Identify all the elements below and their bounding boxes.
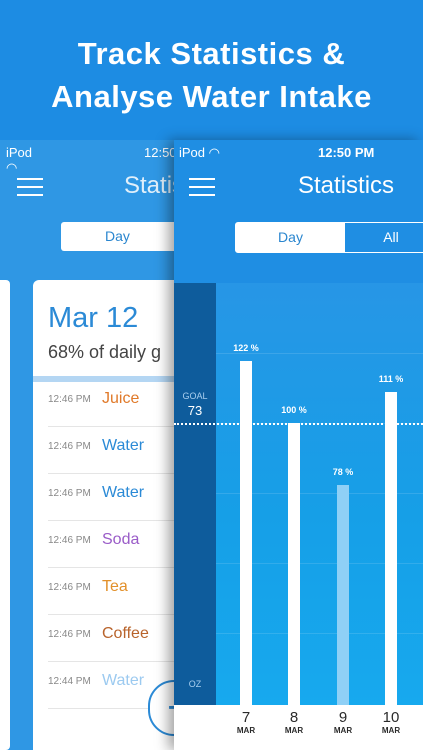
grid-line <box>216 493 423 494</box>
grid-line <box>216 353 423 354</box>
entry-time: 12:46 PM <box>48 441 91 452</box>
bar-value-label: 111 % <box>378 374 404 384</box>
menu-icon[interactable] <box>17 178 43 196</box>
carrier-label: iPod ◠ <box>6 145 33 175</box>
chart-bar[interactable] <box>288 423 300 705</box>
x-tick-label: 10 MAR <box>381 709 401 735</box>
tab-all[interactable]: All <box>383 229 399 245</box>
x-tick-label: 7 MAR <box>236 709 256 735</box>
tab-day[interactable]: Day <box>236 223 345 252</box>
entry-drink: Water <box>102 672 145 689</box>
page-title: Statistics <box>298 172 395 199</box>
goal-label: GOAL <box>182 391 208 401</box>
entry-drink: Soda <box>102 531 140 548</box>
day-card: Mar 12 68% of daily g 12:46 PM Juice 12:46… <box>33 280 190 750</box>
y-axis-panel: GOAL 73 OZ <box>174 283 216 705</box>
menu-icon[interactable] <box>189 178 215 196</box>
bar-value-label: 122 % <box>233 343 259 353</box>
previous-card <box>0 280 10 750</box>
list-item[interactable]: 12:46 PM Tea <box>48 568 190 615</box>
entry-time: 12:46 PM <box>48 535 91 546</box>
entry-time: 12:46 PM <box>48 582 91 593</box>
x-tick-label: 9 MAR <box>333 709 353 735</box>
wifi-icon: ◠ <box>208 145 220 160</box>
chart-bar[interactable] <box>385 392 397 705</box>
list-item[interactable]: 12:46 PM Juice <box>48 380 190 427</box>
x-axis: 7 MAR 8 MAR 9 MAR 10 MAR <box>174 705 423 750</box>
entry-drink: Juice <box>102 390 140 407</box>
segment-control: Day All <box>235 222 423 253</box>
list-item[interactable]: 12:46 PM Coffee <box>48 615 190 662</box>
x-tick-label: 8 MAR <box>284 709 304 735</box>
wifi-icon: ◠ <box>6 160 18 175</box>
progress-bar <box>33 376 190 382</box>
entry-time: 12:46 PM <box>48 488 91 499</box>
banner-line-2: Analyse Water Intake <box>51 79 372 114</box>
carrier-label: iPod ◠ <box>179 145 220 160</box>
front-screen: iPod ◠ 12:50 PM Statistics Day All GOAL … <box>174 140 423 750</box>
card-date: Mar 12 <box>48 302 139 334</box>
tab-day[interactable]: Day <box>105 228 130 244</box>
status-time: 12:50 PM <box>318 145 375 160</box>
back-screen: iPod ◠ 12:50 Statistics Day Mar 12 68% o… <box>0 140 190 750</box>
grid-line <box>216 563 423 564</box>
bar-value-label: 100 % <box>281 405 307 415</box>
list-item[interactable]: 12:46 PM Soda <box>48 521 190 568</box>
list-item[interactable]: 12:46 PM Water <box>48 474 190 521</box>
list-item[interactable]: 12:46 PM Water <box>48 427 190 474</box>
entry-time: 12:44 PM <box>48 676 91 687</box>
chart-bar[interactable] <box>240 361 252 705</box>
banner-line-1: Track Statistics & <box>77 36 346 71</box>
entry-drink: Coffee <box>102 625 149 642</box>
intake-chart: GOAL 73 OZ 122 % 100 % 78 % 111 % <box>174 283 423 705</box>
grid-line <box>216 633 423 634</box>
promo-banner: Track Statistics & Analyse Water Intake <box>0 0 423 140</box>
daily-goal-percent: 68% of daily g <box>48 342 162 362</box>
entry-drink: Water <box>102 484 145 501</box>
goal-value: 73 <box>187 403 203 418</box>
bar-value-label: 78 % <box>332 467 354 477</box>
entry-drink: Tea <box>102 578 128 595</box>
chart-bar[interactable] <box>337 485 349 705</box>
entry-time: 12:46 PM <box>48 629 91 640</box>
entry-drink: Water <box>102 437 145 454</box>
status-time: 12:50 <box>144 145 177 160</box>
segment-control: Day <box>61 222 190 251</box>
entry-time: 12:46 PM <box>48 394 91 405</box>
status-bar: iPod ◠ 12:50 PM <box>174 140 423 164</box>
unit-label: OZ <box>188 679 202 689</box>
list-item[interactable]: 12:44 PM Water <box>48 662 190 709</box>
